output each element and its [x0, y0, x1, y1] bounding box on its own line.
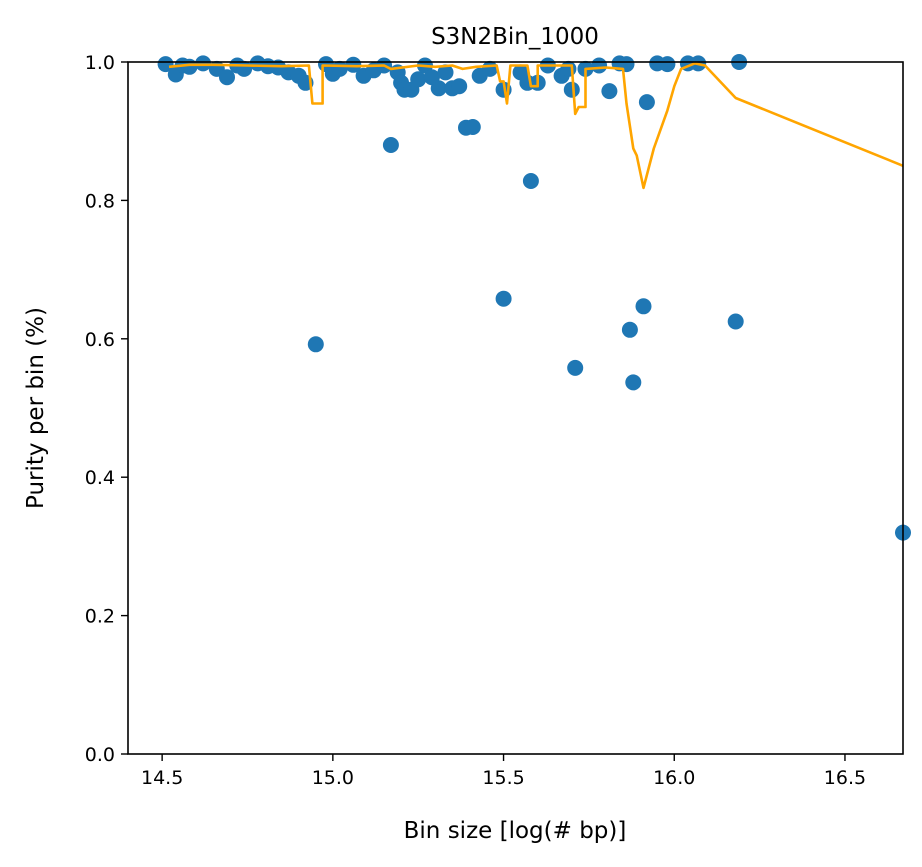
plot-frame [127, 61, 904, 755]
scatter-point-40 [495, 290, 512, 307]
y-tick-label-0: 0.0 [85, 744, 115, 766]
trend-line [168, 62, 904, 190]
scatter-point-19 [345, 56, 362, 73]
scatter-point-63 [727, 313, 744, 330]
y-tick-label-3: 0.6 [85, 329, 115, 351]
scatter-point-15 [307, 336, 324, 353]
scatter-point-47 [560, 60, 577, 77]
x-tick-label-1: 15.0 [312, 767, 354, 789]
scatter-point-34 [451, 78, 468, 95]
x-axis-label: Bin size [log(# bp)] [404, 818, 627, 844]
scatter-point-58 [638, 94, 655, 111]
scatter-point-36 [464, 119, 481, 135]
x-tick-label-3: 16.0 [653, 767, 695, 789]
y-tick-label-4: 0.8 [85, 190, 115, 212]
scatter-point-32 [437, 64, 454, 81]
x-tick-label-4: 16.5 [824, 767, 866, 789]
scatter-point-56 [625, 374, 642, 391]
y-tick-label-1: 0.2 [85, 606, 115, 628]
y-tick-label-5: 1.0 [85, 52, 115, 74]
chart-title: S3N2Bin_1000 [431, 24, 599, 50]
scatter-point-38 [481, 60, 498, 77]
scatter-point-4 [195, 55, 212, 72]
x-tick-label-0: 14.5 [141, 767, 183, 789]
scatter-point-3 [181, 58, 198, 75]
scatter-point-55 [621, 321, 638, 338]
y-axis-label: Purity per bin (%) [23, 307, 49, 509]
scatter-point-48 [563, 81, 580, 98]
scatter-point-57 [635, 298, 652, 315]
scatter-point-28 [410, 71, 427, 88]
scatter-point-18 [331, 60, 348, 77]
scatter-point-31 [430, 80, 447, 97]
scatter-point-52 [601, 83, 618, 100]
scatter-point-6 [219, 69, 235, 86]
scatter-point-51 [591, 57, 608, 74]
scatter-point-0 [157, 56, 174, 73]
x-axis: 14.5 15.0 15.5 16.0 16.5 [141, 754, 866, 789]
scatter-point-43 [522, 173, 539, 189]
scatter-point-60 [659, 56, 676, 73]
scatter-point-8 [236, 60, 253, 77]
y-tick-label-2: 0.4 [85, 467, 115, 489]
y-axis: 0.0 0.2 0.4 0.6 0.8 1.0 [85, 52, 128, 766]
scatter-point-49 [567, 359, 584, 376]
x-tick-label-2: 15.5 [482, 767, 524, 789]
scatter-point-23 [382, 137, 399, 153]
plot-area [157, 54, 911, 541]
